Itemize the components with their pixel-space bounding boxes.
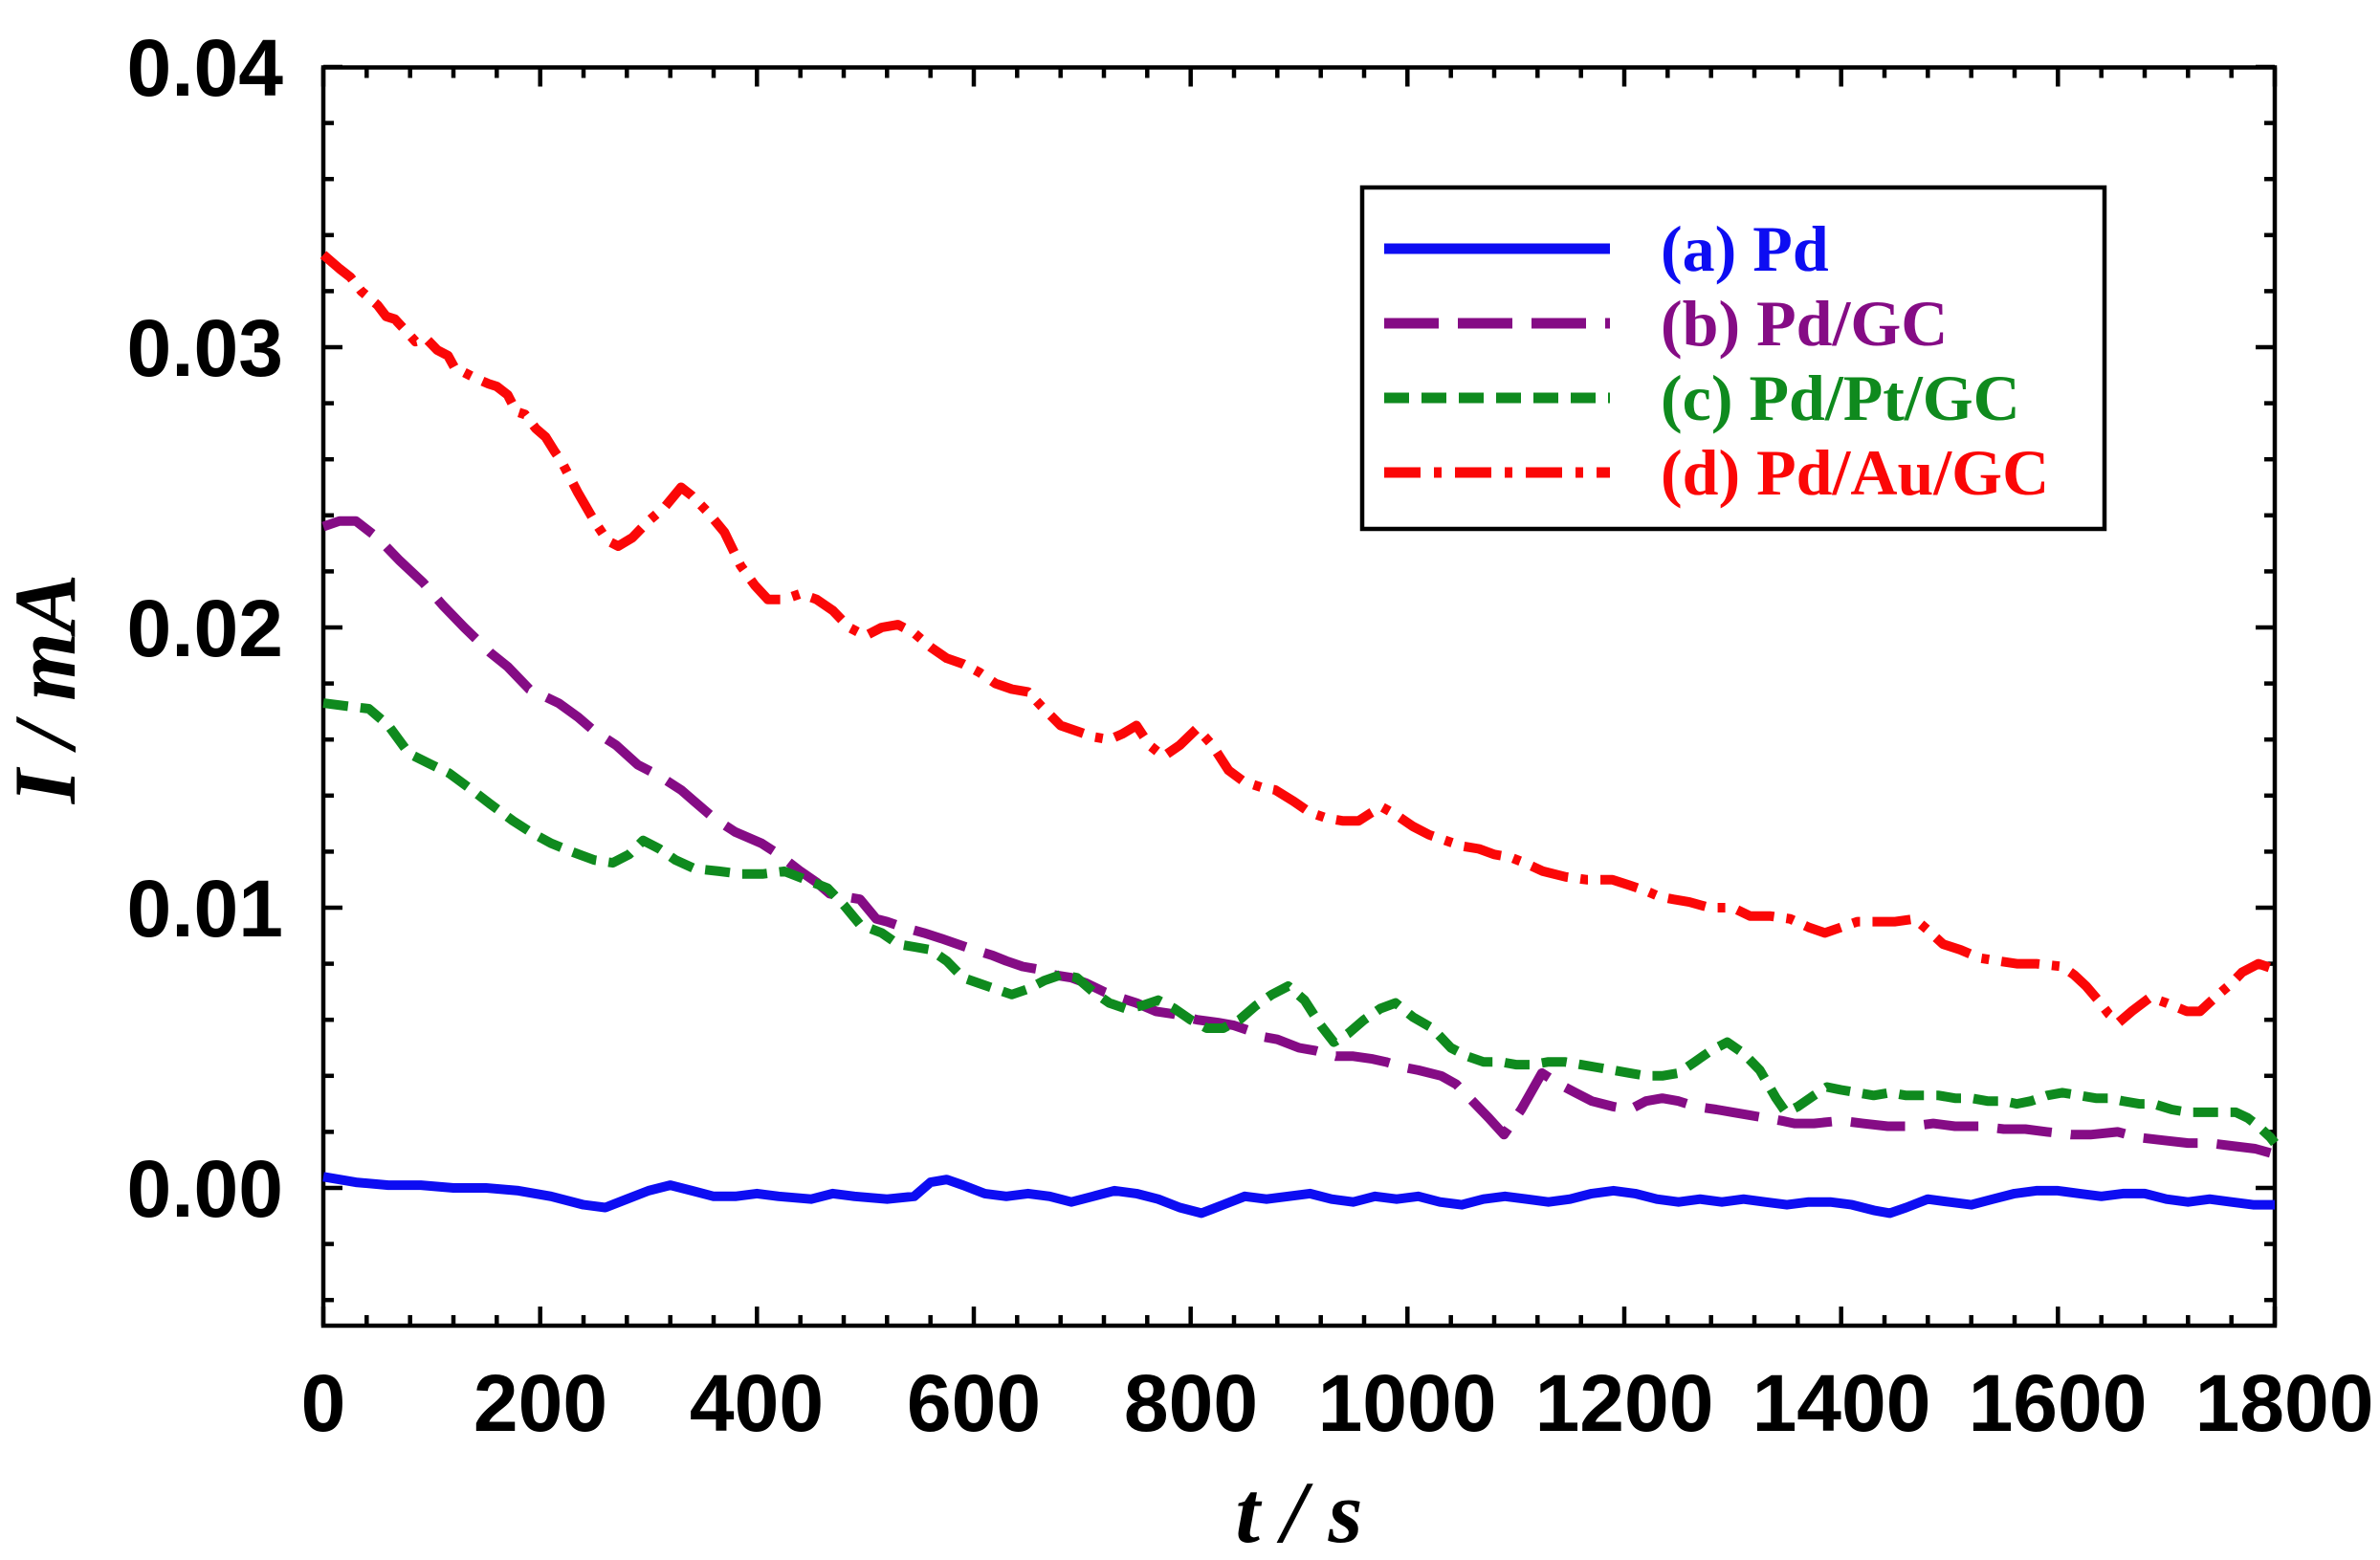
svg-text:0.02: 0.02 — [127, 583, 284, 673]
svg-text:200: 200 — [474, 1358, 607, 1448]
svg-text:1800: 1800 — [2195, 1358, 2374, 1448]
svg-text:(b) Pd/GC: (b) Pd/GC — [1661, 287, 1948, 360]
svg-text:400: 400 — [690, 1358, 824, 1448]
svg-text:I / mA: I / mA — [0, 574, 94, 804]
svg-text:600: 600 — [907, 1358, 1041, 1448]
svg-text:1000: 1000 — [1318, 1358, 1497, 1448]
svg-text:0.00: 0.00 — [127, 1144, 284, 1234]
svg-text:(d) Pd/Au/GC: (d) Pd/Au/GC — [1661, 436, 2049, 509]
svg-text:(c) Pd/Pt/GC: (c) Pd/Pt/GC — [1661, 362, 2020, 434]
svg-text:t / s: t / s — [1236, 1463, 1363, 1555]
svg-text:0.03: 0.03 — [127, 303, 284, 393]
svg-text:1400: 1400 — [1752, 1358, 1931, 1448]
svg-text:0: 0 — [301, 1358, 346, 1448]
svg-text:1200: 1200 — [1535, 1358, 1714, 1448]
svg-text:800: 800 — [1124, 1358, 1258, 1448]
svg-text:1600: 1600 — [1969, 1358, 2148, 1448]
svg-text:(a) Pd: (a) Pd — [1661, 212, 1829, 285]
svg-text:0.04: 0.04 — [127, 23, 284, 113]
svg-text:0.01: 0.01 — [127, 864, 284, 954]
